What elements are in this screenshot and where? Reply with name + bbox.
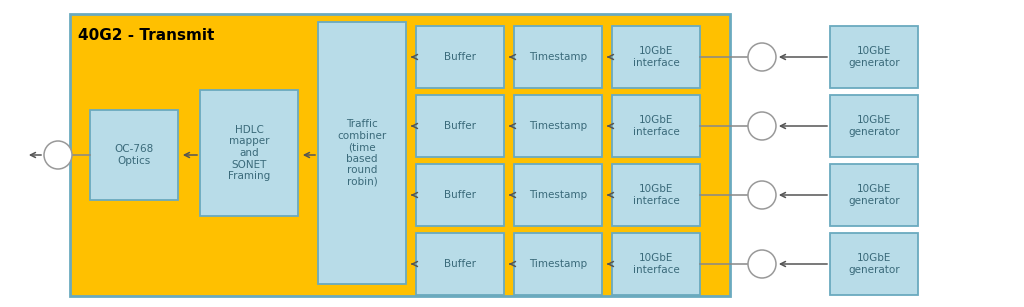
Text: Buffer: Buffer — [444, 190, 476, 200]
Bar — [416, 164, 504, 226]
Bar — [830, 26, 918, 88]
Bar — [830, 95, 918, 157]
Bar — [612, 26, 700, 88]
Text: 10GbE
interface: 10GbE interface — [633, 115, 679, 137]
Text: 10GbE
generator: 10GbE generator — [848, 253, 900, 275]
Text: Buffer: Buffer — [444, 52, 476, 62]
Text: Buffer: Buffer — [444, 121, 476, 131]
Bar — [416, 233, 504, 295]
Bar — [514, 233, 602, 295]
Bar — [90, 110, 178, 200]
Bar — [416, 95, 504, 157]
Text: Timestamp: Timestamp — [529, 121, 587, 131]
Text: 10GbE
generator: 10GbE generator — [848, 184, 900, 206]
Bar — [514, 164, 602, 226]
Bar — [612, 95, 700, 157]
Circle shape — [748, 250, 776, 278]
Bar — [514, 26, 602, 88]
Text: Timestamp: Timestamp — [529, 259, 587, 269]
Bar — [70, 14, 730, 296]
Text: 10GbE
generator: 10GbE generator — [848, 46, 900, 68]
Bar — [830, 233, 918, 295]
Circle shape — [748, 112, 776, 140]
Circle shape — [748, 43, 776, 71]
Text: Timestamp: Timestamp — [529, 52, 587, 62]
Text: HDLC
mapper
and
SONET
Framing: HDLC mapper and SONET Framing — [228, 125, 270, 181]
Text: Timestamp: Timestamp — [529, 190, 587, 200]
Circle shape — [44, 141, 72, 169]
Bar — [514, 95, 602, 157]
Text: 10GbE
interface: 10GbE interface — [633, 46, 679, 68]
Bar — [318, 22, 406, 284]
Bar — [200, 90, 298, 216]
Bar — [830, 164, 918, 226]
Text: Buffer: Buffer — [444, 259, 476, 269]
Bar — [416, 26, 504, 88]
Text: 10GbE
interface: 10GbE interface — [633, 253, 679, 275]
Text: OC-768
Optics: OC-768 Optics — [115, 144, 154, 166]
Bar — [612, 164, 700, 226]
Text: 10GbE
interface: 10GbE interface — [633, 184, 679, 206]
Text: 10GbE
generator: 10GbE generator — [848, 115, 900, 137]
Circle shape — [748, 181, 776, 209]
Bar — [612, 233, 700, 295]
Text: 40G2 - Transmit: 40G2 - Transmit — [78, 29, 214, 44]
Text: Traffic
combiner
(time
based
round
robin): Traffic combiner (time based round robin… — [337, 119, 387, 187]
